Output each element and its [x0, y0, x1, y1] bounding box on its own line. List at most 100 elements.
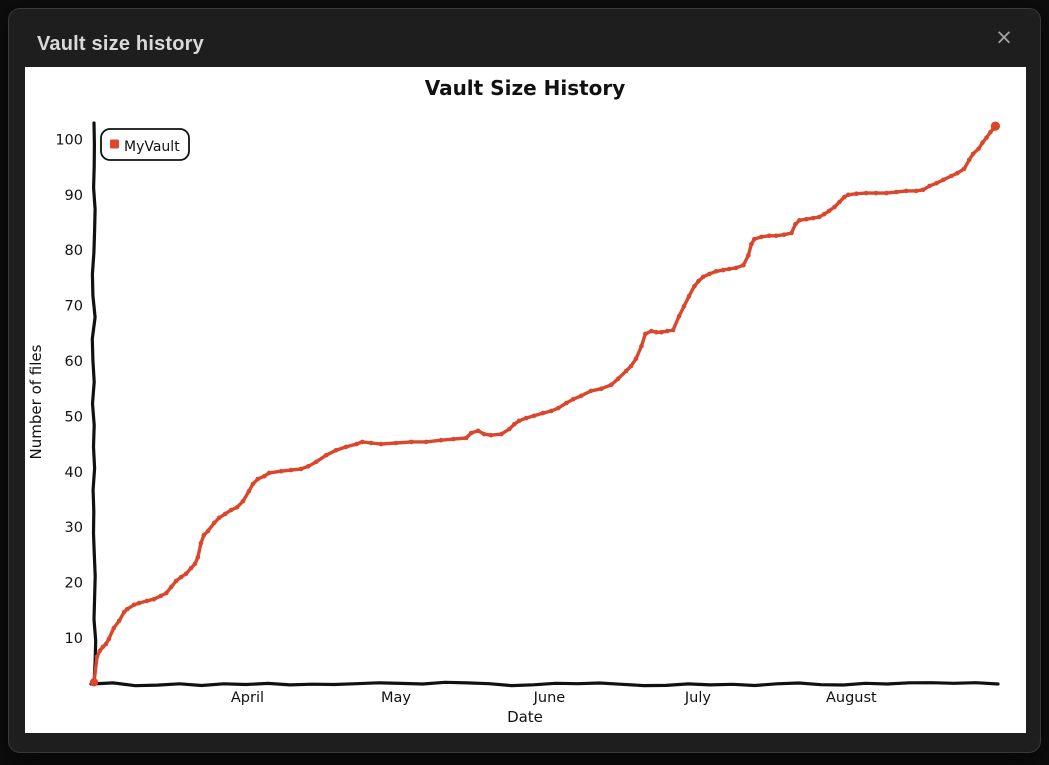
series-marker — [164, 590, 169, 596]
series-marker — [609, 382, 614, 388]
series-marker — [481, 431, 487, 437]
y-tick-label: 100 — [55, 132, 83, 148]
series-marker — [842, 194, 847, 200]
series-marker — [578, 393, 584, 399]
series-marker — [854, 191, 859, 196]
series-marker — [961, 166, 967, 172]
series-marker — [222, 511, 228, 517]
series-marker — [378, 441, 384, 447]
series-marker — [246, 488, 252, 494]
series-marker — [832, 204, 837, 210]
series-marker — [111, 625, 117, 631]
series-marker — [368, 440, 374, 446]
series-marker — [927, 183, 932, 189]
x-tick-label: May — [381, 690, 411, 706]
series-marker — [773, 233, 779, 239]
series-marker — [523, 415, 529, 421]
series-marker — [781, 232, 787, 237]
series-marker — [475, 428, 481, 434]
legend-box — [100, 128, 190, 161]
series-marker — [198, 541, 204, 546]
series-marker — [759, 234, 764, 240]
series-marker — [278, 468, 284, 474]
x-tick-label: June — [533, 690, 566, 706]
series-marker — [463, 435, 469, 441]
series-marker — [588, 388, 594, 394]
series-marker — [793, 221, 798, 227]
series-marker — [540, 410, 546, 416]
series-marker — [990, 121, 1001, 131]
series-marker — [664, 328, 670, 334]
series-marker — [846, 192, 851, 198]
series-marker — [136, 600, 142, 606]
series-marker — [707, 271, 712, 277]
series-marker — [89, 678, 99, 687]
close-icon[interactable]: × — [995, 24, 1013, 49]
series-marker — [633, 356, 639, 362]
y-axis-label: Number of files — [27, 344, 45, 459]
series-marker — [696, 278, 701, 284]
y-tick-label: 50 — [65, 409, 83, 425]
series-marker — [409, 439, 414, 445]
series-marker — [266, 470, 272, 476]
series-marker — [863, 190, 869, 196]
series-marker — [124, 606, 130, 612]
series-marker — [333, 447, 339, 453]
series-marker — [599, 386, 604, 392]
series-marker — [97, 648, 103, 653]
y-tick-label: 90 — [65, 188, 83, 204]
series-marker — [654, 329, 659, 335]
y-tick-label: 80 — [65, 243, 83, 259]
series-marker — [234, 505, 240, 510]
chart-panel: Vault Size History Date Number of files 10 2… — [25, 67, 1026, 733]
series-marker — [970, 151, 976, 157]
series-marker — [205, 528, 211, 534]
x-tick-label: April — [231, 690, 264, 706]
modal-header: Vault size history × — [9, 9, 1040, 67]
series-marker — [988, 129, 993, 135]
series-marker — [106, 636, 112, 642]
series-marker — [131, 602, 137, 608]
series-marker — [354, 441, 359, 447]
series-marker — [920, 187, 926, 193]
series-marker — [195, 554, 201, 560]
series-marker — [201, 532, 207, 538]
legend-marker-icon — [110, 139, 119, 149]
series-marker — [741, 262, 746, 268]
series-marker — [103, 641, 109, 647]
series-marker — [240, 498, 246, 504]
series-marker — [976, 146, 981, 152]
series-marker — [676, 313, 682, 319]
series-marker — [628, 363, 634, 369]
x-tick-label: August — [826, 690, 877, 706]
series-marker — [228, 507, 234, 513]
series-marker — [314, 459, 319, 465]
series-marker — [810, 215, 816, 221]
series-marker — [733, 265, 739, 271]
series-marker — [670, 327, 676, 333]
series-marker — [949, 173, 954, 179]
series-marker — [158, 593, 164, 599]
series-marker — [423, 439, 429, 445]
series-marker — [468, 430, 474, 436]
series-marker — [941, 177, 946, 183]
y-tick-label: 70 — [65, 299, 83, 315]
series-marker — [955, 170, 960, 176]
series-marker — [980, 140, 985, 145]
series-marker — [904, 188, 909, 194]
modal-title: Vault size history — [37, 33, 204, 55]
series-marker — [451, 436, 456, 442]
series-marker — [797, 218, 802, 223]
series-marker — [94, 654, 100, 660]
series-marker — [649, 328, 654, 334]
series-marker — [837, 199, 842, 205]
series-marker — [826, 208, 832, 214]
series-marker — [984, 135, 989, 140]
series-marker — [255, 476, 261, 482]
series-marker — [288, 467, 294, 473]
series-marker — [188, 565, 194, 571]
series-marker — [499, 431, 504, 437]
series-marker — [643, 331, 648, 337]
series-marker — [720, 267, 726, 273]
vault-size-history-modal: Vault size history × Vault Size History D… — [8, 8, 1041, 753]
